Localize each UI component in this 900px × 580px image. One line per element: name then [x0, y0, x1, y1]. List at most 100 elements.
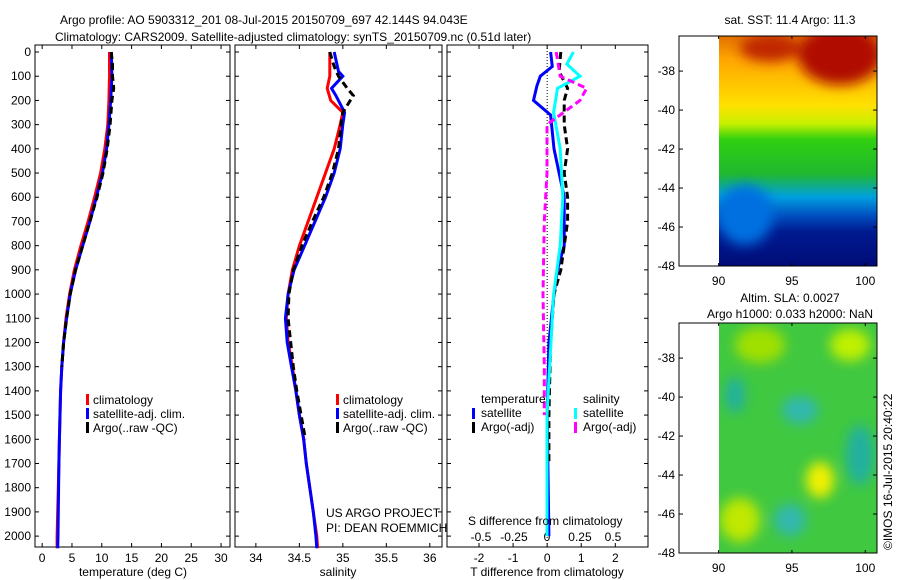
x-tick-label: 20	[155, 551, 169, 565]
x2-tick-label: -0.5	[471, 530, 492, 544]
map-y-tick-label: -46	[658, 220, 676, 234]
y-tick-label: 200	[11, 93, 31, 107]
x-tick-label: 1	[578, 551, 585, 565]
map-y-tick-label: -46	[658, 507, 676, 521]
t-difference-axis-label: T difference from climatology	[470, 565, 624, 579]
y-tick-label: 2000	[4, 529, 31, 543]
map-y-tick-label: -38	[658, 64, 676, 78]
sla-map-title: Altim. SLA: 0.0027	[740, 291, 840, 305]
imos-timestamp: ©IMOS 16-Jul-2015 20:40:22	[881, 393, 895, 550]
sst-warm-patch	[798, 36, 877, 85]
sla-high-patch	[830, 329, 870, 361]
series-line-t-satellite	[531, 51, 566, 537]
x2-tick-label: 0.5	[605, 530, 622, 544]
x2-tick-label: 0.25	[568, 530, 592, 544]
map-y-tick-label: -48	[658, 546, 676, 560]
y-tick-label: 600	[11, 190, 31, 204]
sla-map	[678, 322, 878, 554]
x-tick-label: 30	[214, 551, 228, 565]
sla-low-patch	[846, 425, 874, 485]
temperature-axis-label: temperature (deg C)	[79, 565, 187, 579]
sst-warm-patch	[740, 36, 800, 62]
map-x-tick-label: 95	[785, 561, 799, 575]
series-line-satellite-adj-clim-	[283, 51, 347, 549]
legend-label-t-satellite: satellite	[481, 406, 522, 420]
legend-label-t-argo: Argo(-adj)	[481, 420, 534, 434]
legend-swatch-argo	[336, 422, 339, 433]
x-tick-label: -1	[508, 551, 519, 565]
legend-swatch-argo	[86, 422, 89, 433]
series-line-climatology	[55, 52, 111, 549]
map-y-tick-label: -44	[658, 181, 676, 195]
x-tick-label: 0	[544, 551, 551, 565]
legend-label-s-satellite: satellite	[583, 406, 624, 420]
x-tick-label: 25	[185, 551, 199, 565]
x-tick-label: 35	[336, 551, 350, 565]
legend-swatch-s-satellite	[574, 408, 577, 419]
legend-swatch-t-argo	[472, 422, 475, 433]
project-credit: US ARGO PROJECT	[326, 506, 441, 520]
legend-label-climatology: climatology	[343, 393, 403, 407]
legend-label-argo: Argo(..raw -QC)	[343, 421, 428, 435]
x-tick-label: 10	[95, 551, 109, 565]
x-tick-label: -2	[474, 551, 485, 565]
y-tick-label: 300	[11, 118, 31, 132]
axes-box	[34, 44, 231, 548]
map-x-tick-label: 100	[855, 561, 875, 575]
map-y-tick-label: -42	[658, 429, 676, 443]
y-tick-label: 1900	[4, 505, 31, 519]
y-tick-label: 0	[24, 45, 31, 59]
legend-label-satellite: satellite-adj. clim.	[93, 407, 185, 421]
legend-swatch-s-argo	[574, 422, 577, 433]
legend-title-temperature: temperature	[481, 392, 546, 406]
y-tick-label: 400	[11, 142, 31, 156]
sst-map-title: sat. SST: 11.4 Argo: 11.3	[725, 13, 856, 27]
temperature-profile-panel: 0100200300400500600700800900100011001200…	[4, 44, 231, 565]
map-x-tick-label: 90	[712, 561, 726, 575]
y-tick-label: 1400	[4, 384, 31, 398]
map-x-tick-label: 90	[712, 274, 726, 288]
sla-low-patch	[782, 396, 818, 424]
y-tick-label: 700	[11, 214, 31, 228]
sla-high-patch	[735, 327, 785, 363]
x2-tick-label: -0.25	[500, 530, 528, 544]
map-x-tick-label: 95	[785, 274, 799, 288]
y-tick-label: 1500	[4, 408, 31, 422]
legend-swatch-satellite	[86, 408, 89, 419]
map-y-tick-label: -42	[658, 142, 676, 156]
y-tick-label: 1800	[4, 481, 31, 495]
sst-map	[678, 35, 878, 267]
x-tick-label: 5	[69, 551, 76, 565]
legend-label-satellite: satellite-adj. clim.	[343, 407, 435, 421]
figure-title-line2: Climatology: CARS2009. Satellite-adjuste…	[55, 30, 531, 44]
series-line-s-satellite	[545, 51, 583, 537]
s-difference-axis-label: S difference from climatology	[468, 514, 623, 528]
legend-title-salinity: salinity	[583, 392, 620, 406]
sla-low-patch	[774, 504, 806, 536]
series-line-argo-raw-qc-	[286, 51, 356, 440]
y-tick-label: 900	[11, 263, 31, 277]
sla-high-patch	[806, 462, 834, 498]
x-tick-label: 15	[125, 551, 139, 565]
y-tick-label: 1300	[4, 360, 31, 374]
series-line-argo-raw-qc-	[60, 51, 116, 367]
x-tick-label: 35.5	[375, 551, 399, 565]
x-tick-label: 0	[39, 551, 46, 565]
legend-swatch-t-satellite	[472, 408, 475, 419]
sla-low-patch	[725, 377, 745, 413]
legend-label-s-argo: Argo(-adj)	[583, 420, 636, 434]
legend-swatch-satellite	[336, 408, 339, 419]
legend-swatch-climatology	[86, 394, 89, 405]
y-tick-label: 100	[11, 69, 31, 83]
y-tick-label: 500	[11, 166, 31, 180]
legend-label-climatology: climatology	[93, 393, 153, 407]
salinity-profile-panel: 34 34.5 35 35.5 36	[234, 44, 443, 565]
salinity-axis-label: salinity	[320, 565, 357, 579]
map-x-tick-label: 100	[855, 274, 875, 288]
legend-label-argo: Argo(..raw -QC)	[93, 421, 178, 435]
x-tick-label: 34.5	[288, 551, 312, 565]
difference-profile-panel: -2 -1 0 1 2 -0.5 -0.25 0 0.25 0.5	[446, 44, 649, 565]
series-line-satellite-adj-clim-	[56, 51, 114, 549]
y-tick-label: 1700	[4, 456, 31, 470]
